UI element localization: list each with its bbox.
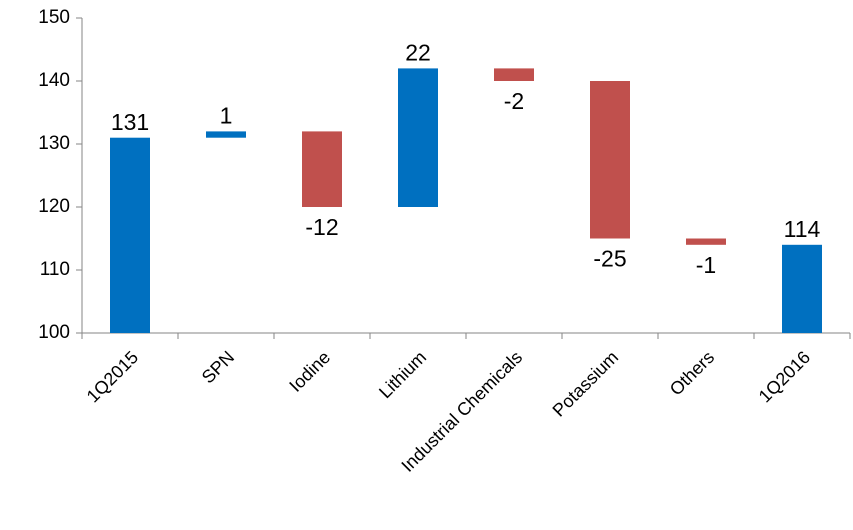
value-label: -12 (305, 214, 338, 240)
bar (110, 137, 150, 333)
value-label: 131 (111, 109, 149, 135)
y-tick-label: 110 (40, 259, 70, 280)
x-tick-label: 1Q2015 (83, 347, 142, 406)
bar (206, 131, 246, 138)
x-tick-label: SPN (198, 347, 238, 387)
bar (686, 238, 726, 245)
bar (494, 68, 534, 81)
bar (302, 131, 342, 207)
x-tick-label: 1Q2016 (755, 347, 814, 406)
bar (782, 244, 822, 333)
x-tick-label: Lithium (375, 347, 430, 402)
value-label: 1 (220, 102, 233, 128)
bar (398, 68, 438, 208)
y-tick-label: 150 (38, 7, 70, 28)
y-tick-label: 100 (38, 322, 70, 343)
value-label: -1 (696, 252, 716, 278)
x-tick-label: Others (666, 347, 718, 399)
bar (590, 81, 630, 239)
y-tick-label: 120 (38, 196, 70, 217)
x-tick-label: Potassium (549, 347, 623, 421)
value-label: 22 (405, 39, 431, 65)
y-tick-label: 140 (38, 70, 70, 91)
x-tick-label: Iodine (285, 347, 334, 396)
y-tick-label: 130 (38, 133, 70, 154)
value-label: -25 (593, 246, 626, 272)
value-label: 114 (784, 216, 821, 242)
value-label: -2 (504, 88, 524, 114)
